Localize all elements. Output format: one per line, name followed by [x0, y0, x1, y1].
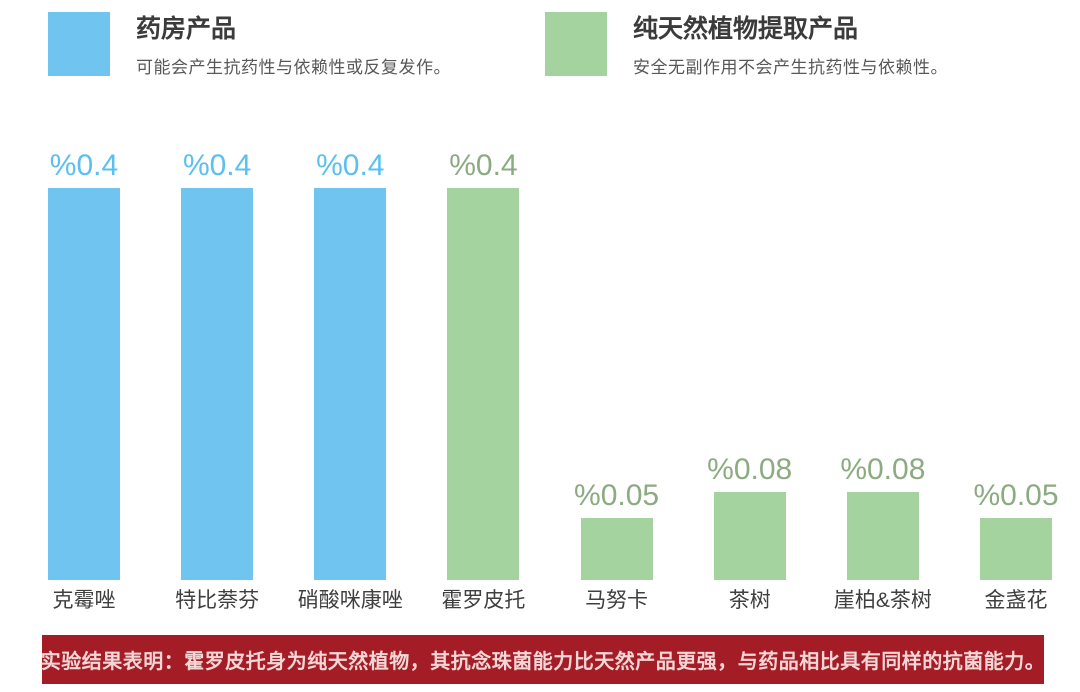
legend-title-pharmacy: 药房产品 [136, 15, 237, 43]
bar-value-label: %0.08 [707, 453, 793, 486]
bar-natural [979, 518, 1052, 580]
natural-swatch-icon [545, 12, 607, 76]
bar-natural [713, 492, 786, 580]
bar-value-label: %0.4 [182, 149, 252, 182]
bar-group-7: %0.08 崖柏&茶树 [834, 455, 932, 618]
legend-item-pharmacy: 药房产品 可能会产生抗药性与依赖性或反复发作。 [48, 12, 451, 78]
bar-value-label: %0.05 [574, 479, 660, 512]
category-label: 霍罗皮托 [441, 589, 526, 612]
bar-group-4: %0.4 霍罗皮托 [441, 149, 525, 618]
bar-value-label: %0.08 [840, 453, 926, 486]
footer-text: 实验结果表明：霍罗皮托身为纯天然植物，其抗念珠菌能力比天然产品更强，与药品相比具… [40, 651, 1046, 673]
legend-text-natural: 纯天然植物提取产品 安全无副作用不会产生抗药性与依赖性。 [633, 12, 948, 78]
legend-text-pharmacy: 药房产品 可能会产生抗药性与依赖性或反复发作。 [136, 12, 451, 78]
category-label: 克霉唑 [52, 589, 116, 612]
bar-value-label: %0.4 [316, 149, 385, 182]
category-label: 马努卡 [585, 589, 649, 612]
legend-subtitle-natural: 安全无副作用不会产生抗药性与依赖性。 [633, 58, 948, 77]
bar-pharmacy [181, 188, 254, 580]
category-label: 特比萘芬 [175, 589, 260, 612]
bar-group-6: %0.08 茶树 [707, 455, 792, 618]
bar-group-5: %0.05 马努卡 [574, 481, 659, 618]
bar-group-2: %0.4 特比萘芬 [175, 149, 259, 618]
bar-group-1: %0.4 克霉唑 [48, 151, 120, 618]
category-label: 硝酸咪康唑 [297, 589, 403, 612]
bar-value-label: %0.05 [973, 479, 1059, 512]
category-label: 金盏花 [984, 589, 1048, 612]
bar-chart: %0.4 克霉唑 %0.4 特比萘芬 %0.4 硝酸咪康唑 %0.4 霍罗皮托 %0.05 马努卡… [48, 115, 1059, 618]
category-label: 崖柏&茶树 [833, 589, 932, 612]
bar-group-3: %0.4 硝酸咪康唑 [298, 149, 403, 618]
bar-value-label: %0.4 [449, 149, 518, 182]
bar-natural [447, 188, 520, 580]
bar-natural [846, 492, 919, 580]
legend: 药房产品 可能会产生抗药性与依赖性或反复发作。 纯天然植物提取产品 安全无副作用… [48, 12, 1080, 92]
legend-item-natural: 纯天然植物提取产品 安全无副作用不会产生抗药性与依赖性。 [545, 12, 948, 78]
bar-natural [580, 518, 653, 580]
category-label: 茶树 [728, 589, 771, 612]
bar-value-label: %0.4 [49, 149, 119, 182]
footer-banner: 实验结果表明：霍罗皮托身为纯天然植物，其抗念珠菌能力比天然产品更强，与药品相比具… [40, 635, 1046, 684]
bar-pharmacy [314, 188, 387, 580]
bar-group-8: %0.05 金盏花 [973, 481, 1058, 618]
legend-title-natural: 纯天然植物提取产品 [633, 15, 859, 43]
pharmacy-swatch-icon [48, 12, 110, 76]
legend-subtitle-pharmacy: 可能会产生抗药性与依赖性或反复发作。 [136, 58, 451, 77]
bar-pharmacy [48, 188, 120, 580]
